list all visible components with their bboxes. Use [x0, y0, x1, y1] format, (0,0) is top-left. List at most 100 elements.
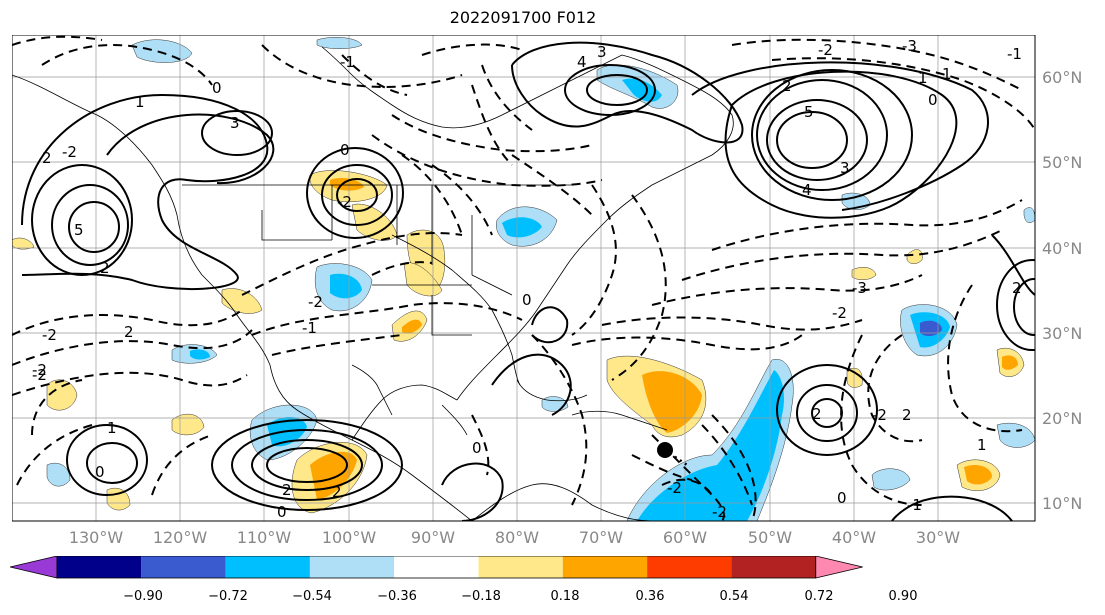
- map-title: 2022091700 F012: [449, 8, 597, 27]
- colorbar-tick-label: −0.18: [461, 589, 501, 604]
- contour-label: 2: [124, 323, 134, 341]
- shade-orange-15: [964, 465, 992, 485]
- lon-label-130w: 130°W: [69, 528, 124, 547]
- contour-label: 5: [804, 103, 814, 121]
- contour-label: 2: [782, 77, 792, 95]
- colorbar-segment: [141, 556, 226, 578]
- contour-label: -3: [902, 37, 917, 55]
- contour-label: 2: [42, 149, 52, 167]
- contour-label: 3: [597, 43, 607, 61]
- contour-label: -2: [818, 41, 833, 59]
- shade-yellow-12: [906, 249, 923, 264]
- contour-label: 2: [902, 406, 912, 424]
- latitude-labels: 60°N 50°N 40°N 30°N 20°N 10°N: [1042, 68, 1082, 513]
- colorbar-frame: [56, 556, 817, 579]
- colorbar-tick-label: 0.90: [889, 589, 918, 604]
- contour-label: 1: [918, 69, 928, 87]
- shade-blue-21: [46, 462, 71, 487]
- shade-orange-4: [642, 371, 702, 433]
- shade-cyan-8: [637, 370, 785, 521]
- contour-label: 0: [928, 91, 938, 109]
- colorbar-segments: [10, 556, 863, 579]
- colorbar-tick-label: 0.18: [551, 589, 580, 604]
- contour-label: 0: [277, 503, 287, 521]
- contour-label: -2: [337, 193, 352, 211]
- shade-cyan-3: [622, 78, 662, 102]
- contour-label: -1: [1007, 45, 1022, 63]
- map-panel: 1 0 -2 2 5 3 0 -2 2 -2 -2 2 1 0 2 0 -2 -…: [12, 35, 1082, 522]
- contour-label: -2: [62, 143, 77, 161]
- contours-dashed: [12, 35, 1035, 521]
- contour-label: -3: [852, 279, 867, 297]
- colorbar-tick-label: −0.54: [292, 589, 332, 604]
- contour-label: -2: [32, 366, 47, 384]
- contour-label: 4: [577, 53, 587, 71]
- lat-label-20n: 20°N: [1042, 409, 1082, 428]
- shade-orange-14: [1002, 355, 1018, 370]
- contour-label: -2: [872, 406, 887, 424]
- contour-label: 0: [212, 79, 222, 97]
- lon-label-110w: 110°W: [237, 528, 292, 547]
- lon-label-50w: 50°W: [748, 528, 792, 547]
- lat-label-30n: 30°N: [1042, 324, 1082, 343]
- contour-labels: 1 0 -2 2 5 3 0 -2 2 -2 -2 2 1 0 2 0 -2 -…: [32, 37, 1022, 521]
- shade-cyan-5: [330, 273, 362, 299]
- shade-yellow-20: [106, 487, 131, 511]
- shade-orange-2: [402, 319, 422, 334]
- shade-blue-2: [316, 37, 363, 49]
- lon-label-100w: 100°W: [322, 528, 377, 547]
- contour-label: 2: [100, 259, 110, 277]
- lon-label-90w: 90°W: [411, 528, 455, 547]
- contour-label: 2: [332, 483, 342, 501]
- contour-label: 3: [840, 159, 850, 177]
- lat-label-60n: 60°N: [1042, 68, 1082, 87]
- shade-cyan-6: [190, 349, 210, 360]
- contour-label: 5: [74, 221, 84, 239]
- colorbar-tick-labels: −0.90 −0.72 −0.54 −0.36 −0.18 0.18 0.36 …: [123, 589, 917, 604]
- contour-label: 2: [812, 405, 822, 423]
- lon-label-80w: 80°W: [495, 528, 539, 547]
- lon-label-70w: 70°W: [579, 528, 623, 547]
- map-frame: [12, 35, 1036, 522]
- colorbar-tick-label: −0.36: [377, 589, 417, 604]
- contour-label: -2: [32, 361, 47, 379]
- contour-label: 3: [230, 114, 240, 132]
- storm-track: [664, 448, 688, 467]
- colorbar-extend-low: [10, 556, 58, 579]
- colorbar-segment: [57, 556, 142, 578]
- shade-blue-16: [871, 468, 911, 491]
- contour-label: -1: [907, 496, 922, 514]
- contour-label: 2: [1012, 279, 1022, 297]
- contours: [21, 41, 1035, 521]
- contour-label: 0: [95, 463, 105, 481]
- colorbar-segment: [309, 556, 395, 578]
- colorbar-tick-label: −0.90: [123, 589, 163, 604]
- contour-label: 1: [107, 419, 117, 437]
- shade-yellow-7: [46, 379, 78, 411]
- contour-label: -1: [302, 319, 317, 337]
- contour-label: 1: [135, 93, 145, 111]
- coastlines: [12, 46, 734, 521]
- shade-cyan-4: [502, 217, 542, 238]
- contour-label: 0: [522, 291, 532, 309]
- colorbar-segment: [562, 556, 648, 578]
- contour-label: -2: [42, 326, 57, 344]
- colorbar-segment: [731, 556, 816, 578]
- shade-yellow-23: [12, 237, 35, 250]
- shade-yellow-13: [846, 367, 863, 388]
- shade-orange-3: [310, 451, 357, 500]
- colorbar-tick-label: −0.72: [208, 589, 248, 604]
- lat-label-50n: 50°N: [1042, 153, 1082, 172]
- contour-label: 0: [340, 141, 350, 159]
- colorbar-tick-label: 0.54: [720, 589, 749, 604]
- contour-label: -2: [712, 503, 727, 521]
- colorbar-tick-label: 0.36: [636, 589, 665, 604]
- lon-label-40w: 40°W: [832, 528, 876, 547]
- lat-label-40n: 40°N: [1042, 239, 1082, 258]
- lon-label-120w: 120°W: [153, 528, 208, 547]
- graticule: [12, 35, 1035, 521]
- contour-label: 0: [472, 439, 482, 457]
- contour-label: -2: [832, 304, 847, 322]
- colorbar: −0.90 −0.72 −0.54 −0.36 −0.18 0.18 0.36 …: [10, 556, 917, 604]
- lon-label-30w: 30°W: [916, 528, 960, 547]
